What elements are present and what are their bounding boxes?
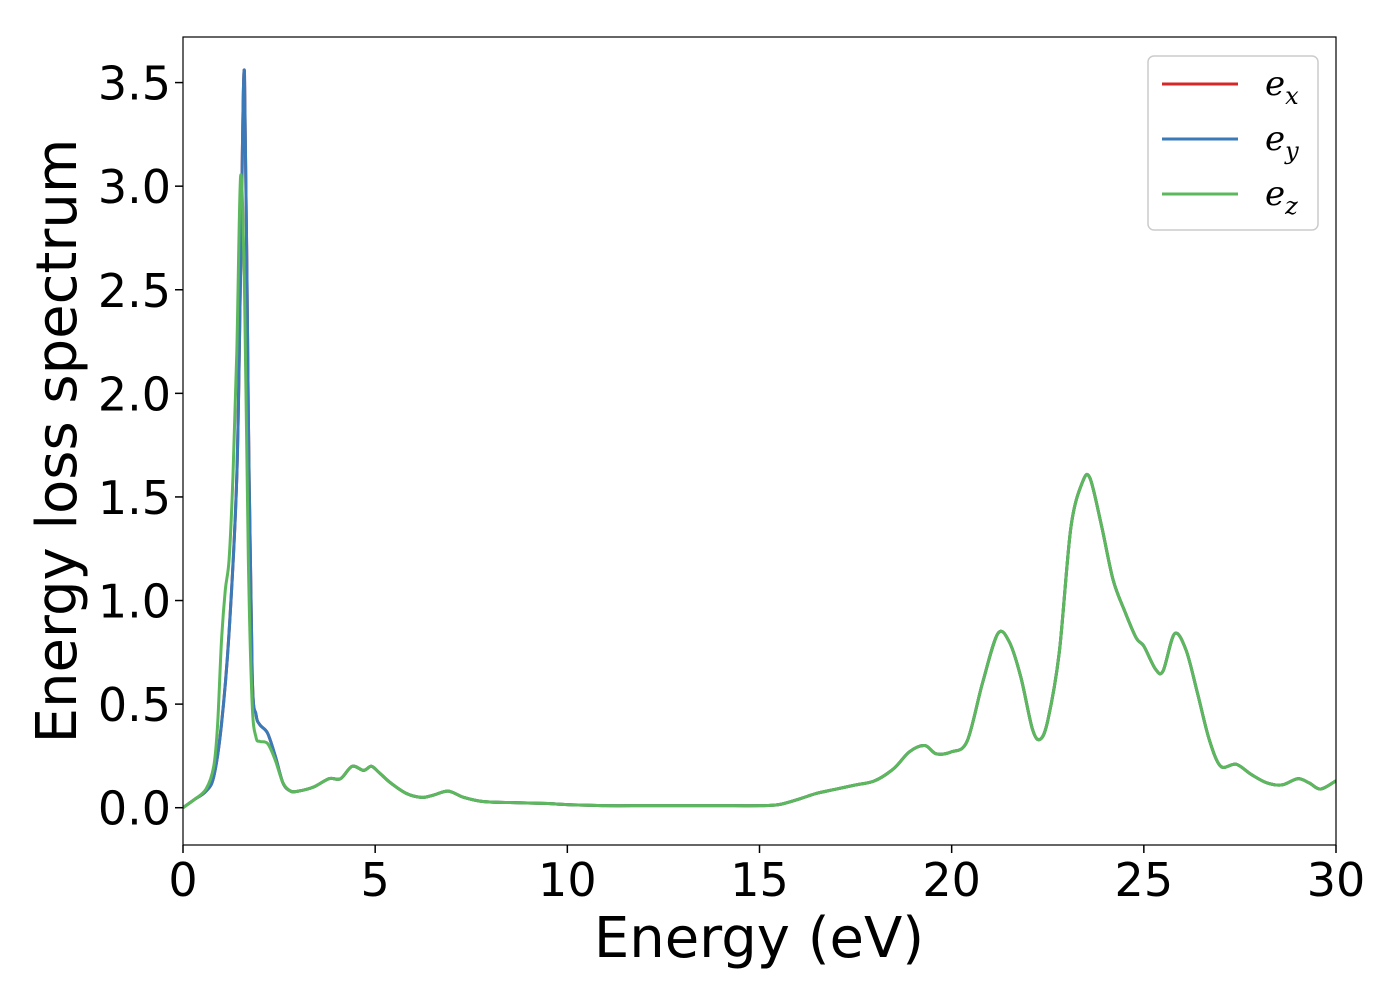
x-tick-label: 20 <box>922 853 981 907</box>
y-tick-label: 2.5 <box>98 264 171 318</box>
x-axis: 0 5 10 15 20 25 30 <box>168 845 1365 907</box>
y-tick-label: 1.5 <box>98 471 171 525</box>
series-line-z <box>183 173 1336 809</box>
x-tick-label: 5 <box>361 853 390 907</box>
legend-box <box>1147 55 1319 231</box>
y-tick-label: 2.0 <box>98 367 171 421</box>
series-layer <box>183 68 1336 809</box>
x-tick-label: 0 <box>168 853 197 907</box>
x-tick-label: 10 <box>538 853 597 907</box>
x-tick-label: 30 <box>1307 853 1366 907</box>
y-tick-label: 3.5 <box>98 57 171 111</box>
y-tick-label: 0.0 <box>98 782 171 836</box>
y-axis-title: Energy loss spectrum <box>25 139 90 744</box>
y-axis: 0.0 0.5 1.0 1.5 2.0 2.5 3.0 3.5 <box>98 57 183 836</box>
x-tick-label: 25 <box>1115 853 1174 907</box>
x-axis-title: Energy (eV) <box>594 906 924 971</box>
x-tick-label: 15 <box>730 853 789 907</box>
y-tick-label: 3.0 <box>98 160 171 214</box>
y-tick-label: 0.5 <box>98 678 171 732</box>
y-tick-label: 1.0 <box>98 575 171 629</box>
